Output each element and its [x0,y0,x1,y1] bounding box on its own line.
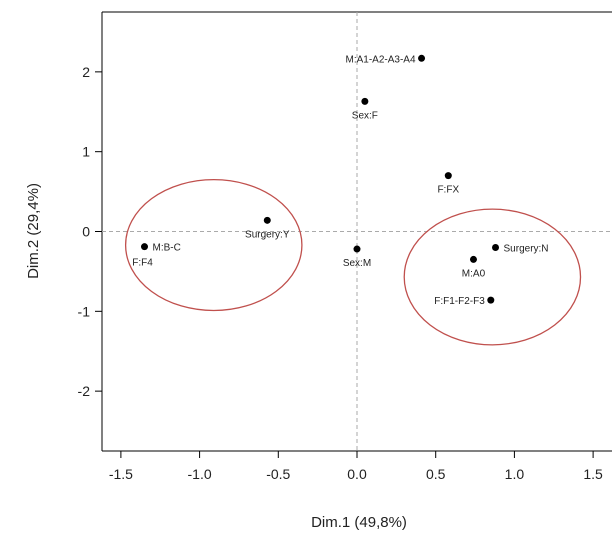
cluster-ellipses [124,178,582,346]
x-tick-label: 0.5 [426,466,446,482]
point-marker [487,296,495,304]
x-axis: -1.5 -1.0 -0.5 0.0 0.5 1.0 1.5 [109,451,603,482]
point-label: F:FX [437,185,459,196]
y-tick-label: -1 [78,303,91,319]
point-label: F:F4 [132,258,153,269]
x-axis-title: Dim.1 (49,8%) [311,514,407,531]
data-points [141,54,500,304]
point-label: Surgery:N [504,243,549,254]
y-tick-label: -2 [78,383,91,399]
point-marker [418,54,426,62]
x-tick-label: -0.5 [266,466,290,482]
point-marker [444,172,452,180]
x-tick-label: 1.0 [505,466,525,482]
y-tick-label: 1 [82,144,90,160]
y-tick-label: 2 [82,64,90,80]
y-axis-title: Dim.2 (29,4%) [25,183,42,279]
reference-lines [102,12,612,451]
point-marker [353,245,361,253]
point-marker [492,243,500,251]
cluster-ellipse-2 [403,208,582,346]
point-labels: M:A1-A2-A3-A4 Sex:F F:FX Surgery:Y M:B-CF:F4… [132,54,548,307]
x-tick-label: 1.5 [583,466,603,482]
point-marker [361,97,369,105]
cluster-ellipse-1 [124,178,303,312]
x-tick-label: 0.0 [347,466,367,482]
point-label: Sex:M [343,258,371,269]
point-label: M:A1-A2-A3-A4 [346,54,416,65]
point-label: Surgery:Y [245,229,290,240]
point-marker [469,255,477,263]
point-marker [141,243,148,251]
point-label: Sex:F [352,110,378,121]
point-label: M:A0 [462,268,486,279]
x-tick-label: -1.0 [188,466,212,482]
point-label: F:F1-F2-F3 [434,296,485,307]
x-tick-label: -1.5 [109,466,133,482]
y-tick-label: 0 [82,224,90,240]
point-marker [263,216,271,224]
point-label: M:B-C [153,243,181,254]
y-axis: -2 -1 0 1 2 [78,64,102,399]
